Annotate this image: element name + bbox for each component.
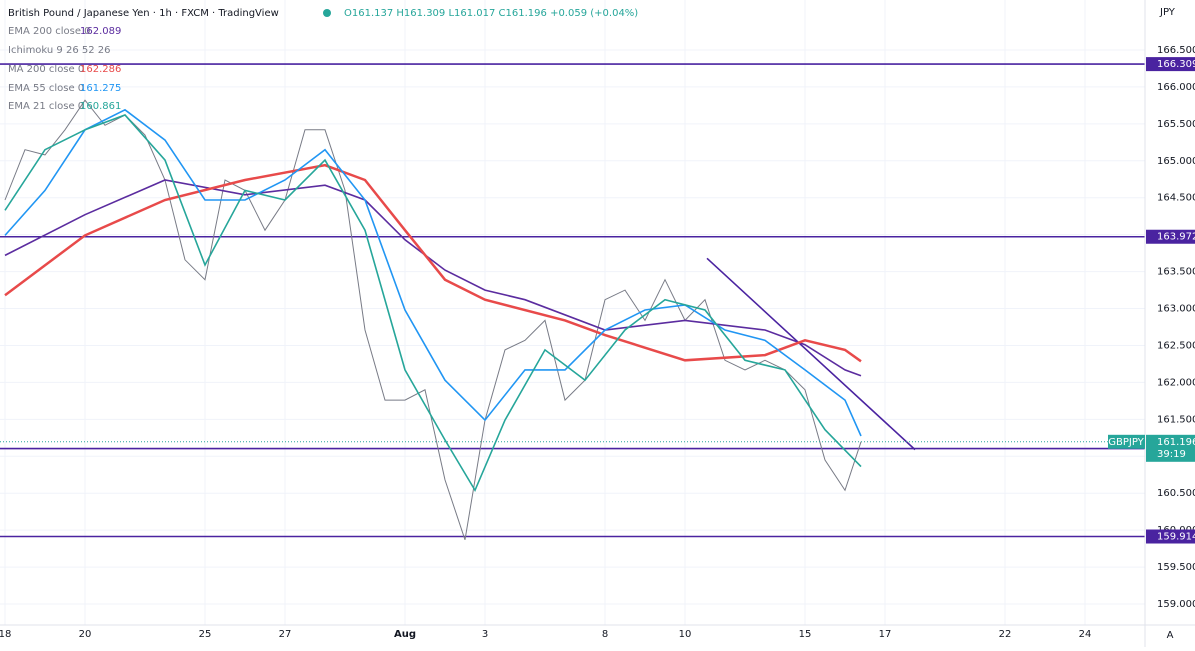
- x-tick-label: Aug: [394, 629, 416, 640]
- plot-area: [0, 0, 1145, 625]
- level-label: 166.309: [1157, 59, 1195, 70]
- trendline: [706, 257, 916, 451]
- y-tick-label: 166.500: [1157, 45, 1195, 56]
- y-tick-label: 159.500: [1157, 562, 1195, 573]
- legend-label: MA 200 close 0: [8, 64, 84, 75]
- legend-label: EMA 55 close 0: [8, 83, 84, 94]
- level-label: 159.914: [1157, 532, 1195, 543]
- x-tick-label: 3: [482, 629, 488, 640]
- legend-label: EMA 200 close 0: [8, 26, 91, 37]
- y-tick-label: 160.500: [1157, 488, 1195, 499]
- symbol-label: GBPJPY: [1108, 437, 1144, 448]
- y-tick-label: 165.500: [1157, 119, 1195, 130]
- series-line: [4, 163, 862, 363]
- legend-value: 162.089: [80, 26, 121, 37]
- level-tag: [1146, 529, 1195, 544]
- status-dot: [323, 9, 331, 17]
- y-tick-label: 163.000: [1157, 304, 1195, 315]
- price-tag: [1146, 434, 1195, 462]
- y-tick-label: 164.500: [1157, 193, 1195, 204]
- y-tick-label: 161.500: [1157, 414, 1195, 425]
- ohlc: O161.137 H161.309 L161.017 C161.196 +0.0…: [344, 8, 638, 19]
- y-tick-label: 166.000: [1157, 82, 1195, 93]
- x-tick-label: 22: [999, 629, 1012, 640]
- y-tick-label: 165.000: [1157, 156, 1195, 167]
- countdown: 39:19: [1157, 449, 1186, 460]
- legend-value: 162.286: [80, 64, 121, 75]
- indicator: Ichimoku 9 26 52 26: [8, 45, 111, 56]
- legend-value: 161.275: [80, 83, 121, 94]
- x-tick-label: 15: [799, 629, 812, 640]
- x-tick-label: 18: [0, 629, 11, 640]
- level-label: 163.972: [1157, 232, 1195, 243]
- y-tick-label: 162.000: [1157, 377, 1195, 388]
- x-tick-label: 8: [602, 629, 608, 640]
- x-tick-label: 24: [1079, 629, 1092, 640]
- level-tag: [1146, 57, 1195, 72]
- legend-label: EMA 21 close 0: [8, 101, 84, 112]
- series-line: [4, 108, 862, 437]
- y-tick-label: 163.500: [1157, 267, 1195, 278]
- x-tick-label: 27: [279, 629, 292, 640]
- x-tick-label: 17: [879, 629, 892, 640]
- chart-title: British Pound / Japanese Yen · 1h · FXCM…: [8, 8, 279, 19]
- legend-value: 160.861: [80, 101, 121, 112]
- level-tag: [1146, 229, 1195, 244]
- series-line: [4, 114, 862, 493]
- price-label: 161.196: [1157, 437, 1195, 448]
- scale-mode[interactable]: A: [1167, 630, 1174, 641]
- series-line: [4, 179, 862, 377]
- x-tick-label: 10: [679, 629, 692, 640]
- y-tick-label: 159.000: [1157, 599, 1195, 610]
- symbol-tag: [1108, 434, 1145, 449]
- currency: JPY: [1159, 7, 1176, 18]
- y-tick-label: 162.500: [1157, 340, 1195, 351]
- x-tick-label: 25: [199, 629, 212, 640]
- x-tick-label: 20: [79, 629, 92, 640]
